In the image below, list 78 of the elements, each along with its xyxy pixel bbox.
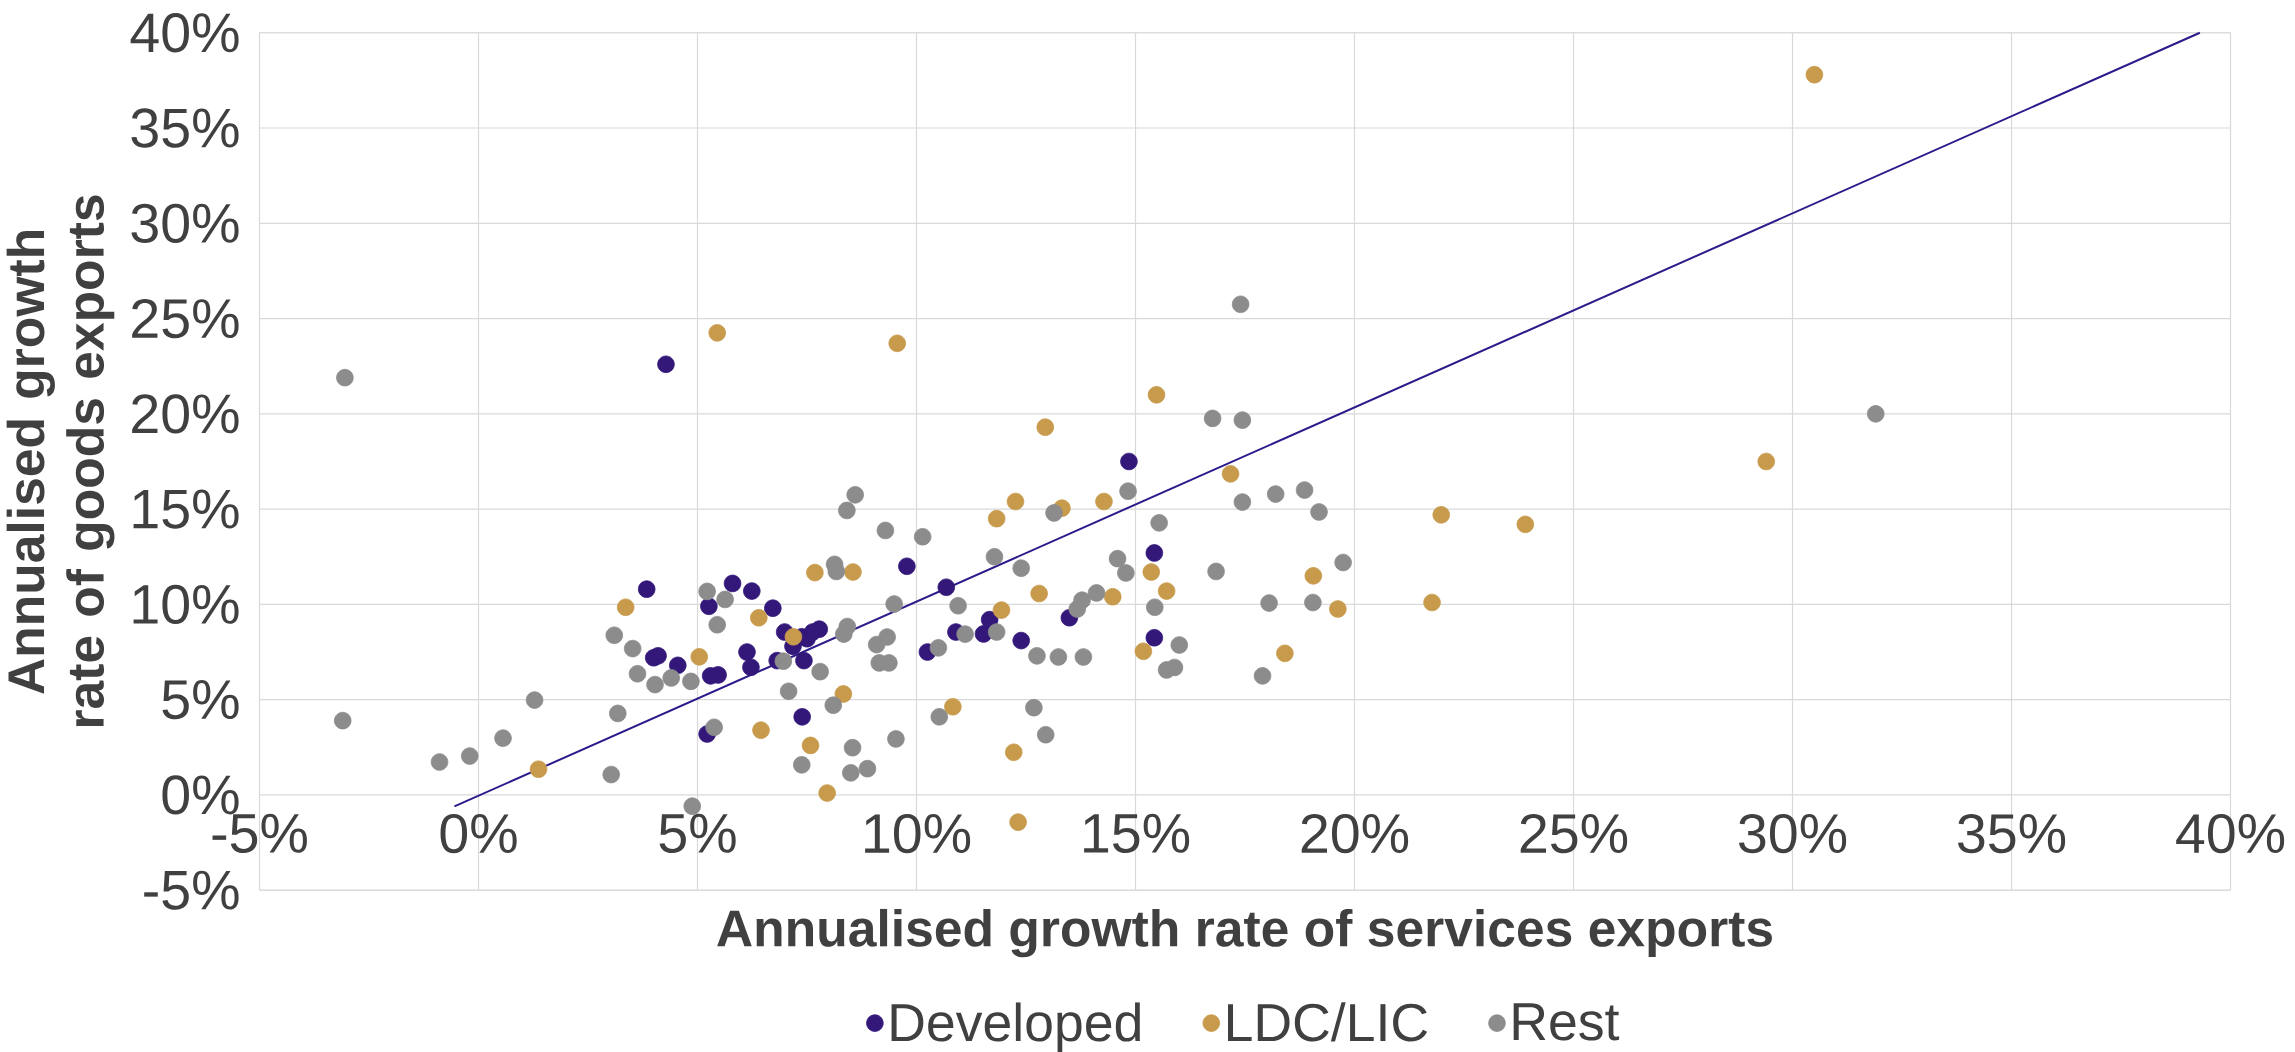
x-tick-label: 40%: [2176, 813, 2285, 854]
point: [888, 334, 906, 353]
point: [1134, 642, 1153, 661]
point: [898, 557, 916, 576]
point: [1423, 593, 1441, 612]
point: [1805, 65, 1824, 84]
point: [1030, 584, 1048, 603]
point: [750, 609, 768, 627]
point: [937, 578, 956, 596]
y-tick-label: 15%: [133, 489, 239, 529]
point: [708, 324, 726, 342]
point: [1221, 465, 1240, 483]
point: [818, 784, 836, 802]
point: [801, 736, 820, 755]
point: [738, 643, 756, 661]
point: [1142, 563, 1161, 581]
point: [690, 648, 708, 666]
point: [1276, 644, 1294, 663]
point: [1157, 582, 1176, 600]
x-tick-label: 15%: [1084, 813, 1190, 853]
point: [1012, 631, 1030, 650]
point: [1145, 629, 1164, 647]
point: [764, 599, 782, 617]
y-tick-label: 40%: [130, 13, 239, 53]
y-tick-label: 20%: [132, 394, 239, 434]
point: [529, 760, 548, 778]
point: [657, 355, 675, 374]
point: [742, 658, 760, 677]
point: [1006, 492, 1025, 511]
point: [1145, 544, 1164, 562]
point: [1036, 418, 1055, 436]
y-axis-title: Annualised growth rate of goods exports: [6, 195, 115, 727]
x-tick-label: 5%: [659, 813, 736, 853]
point: [1757, 452, 1775, 471]
point: [1009, 813, 1027, 831]
point: [793, 708, 811, 726]
point: [637, 580, 656, 598]
y-tick-label: 30%: [131, 203, 239, 243]
y-tick-label: 5%: [162, 680, 239, 720]
point: [1103, 588, 1122, 606]
point: [1147, 386, 1166, 404]
x-tick-label: -5%: [212, 813, 307, 853]
x-tick-label: 35%: [1958, 813, 2066, 854]
point: [834, 685, 853, 703]
legend-label: LDC/LIC: [1228, 1002, 1428, 1042]
point: [944, 698, 962, 716]
x-tick-label: 30%: [1739, 813, 1847, 854]
point: [784, 628, 803, 646]
point: [987, 509, 1006, 528]
y-tick-label: 10%: [133, 584, 239, 625]
point: [1120, 452, 1138, 471]
point: [1005, 743, 1023, 762]
point: [752, 721, 770, 739]
x-axis-title: Annualised growth rate of services exports: [717, 908, 1772, 958]
point: [1432, 506, 1450, 524]
point: [700, 597, 718, 616]
point: [810, 620, 828, 638]
point: [616, 598, 635, 617]
x-tick-label: 20%: [1301, 813, 1409, 854]
legend-label: Developed: [891, 1002, 1140, 1052]
point: [795, 651, 813, 670]
point: [1095, 492, 1113, 511]
point: [806, 563, 824, 582]
point: [1516, 515, 1535, 534]
y-tick-label: -5%: [144, 870, 239, 910]
point: [723, 574, 742, 593]
point: [992, 601, 1011, 619]
y-tick-label: 35%: [131, 108, 239, 148]
y-tick-label: 25%: [132, 298, 239, 339]
point: [1329, 600, 1347, 618]
point: [743, 582, 761, 600]
point: [844, 563, 862, 581]
x-tick-label: 10%: [865, 813, 971, 854]
legend-label: Rest: [1513, 1003, 1620, 1041]
y-tick-label: 0%: [162, 775, 239, 815]
x-tick-label: 0%: [440, 813, 517, 854]
point: [1304, 567, 1323, 585]
x-tick-label: 25%: [1520, 813, 1628, 854]
